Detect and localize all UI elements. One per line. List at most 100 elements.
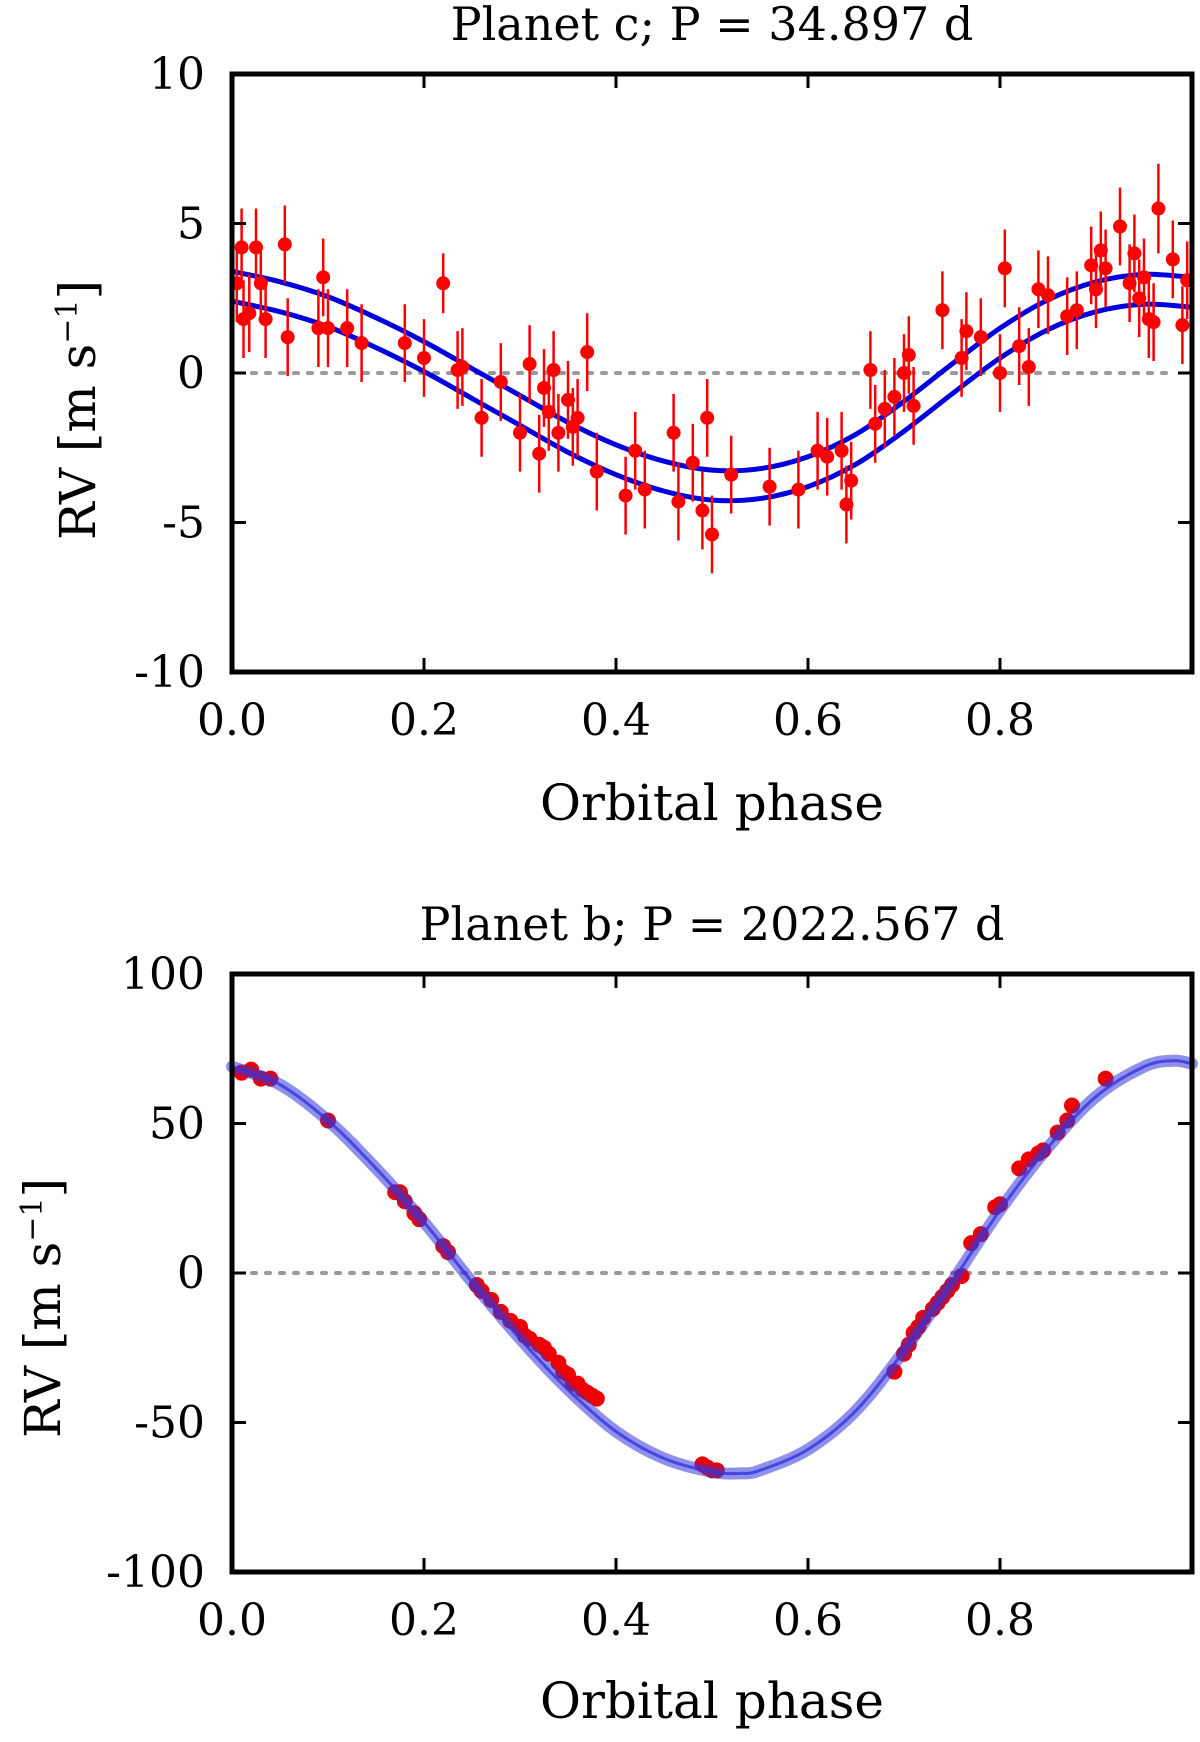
data-point — [1084, 258, 1099, 273]
data-point — [637, 482, 652, 497]
data-point — [1021, 360, 1036, 375]
data-point — [580, 345, 595, 360]
data-point — [1127, 246, 1142, 261]
data-point — [522, 357, 537, 372]
data-point — [863, 363, 878, 378]
data-point — [1012, 339, 1027, 354]
model-curve-upper — [231, 268, 1193, 474]
data-point — [666, 425, 681, 440]
data-point — [258, 312, 273, 327]
y-tick-label: 0 — [177, 1248, 205, 1299]
data-point — [820, 449, 835, 464]
x-tick-label: 0.2 — [389, 1595, 459, 1646]
data-point — [311, 321, 326, 336]
x-tick-label: 0.4 — [581, 695, 651, 746]
y-tick-label: -100 — [106, 1547, 205, 1598]
panel-planet-b: Planet b; P = 2022.567 d Orbital phase R… — [14, 897, 1198, 1730]
data-point — [546, 363, 561, 378]
data-point — [541, 404, 556, 419]
y-axis-label: RV [m s−1] — [49, 280, 107, 540]
y-tick-label: -10 — [134, 647, 205, 698]
data-point — [997, 261, 1012, 276]
data-point — [561, 392, 575, 407]
data-point — [277, 237, 292, 252]
data-point — [901, 348, 916, 363]
data-point — [455, 360, 470, 375]
y-axis-label-main: RV [m s — [49, 344, 107, 540]
x-tick-label: 0.6 — [773, 1595, 843, 1646]
data-point — [887, 389, 902, 404]
data-point — [588, 1390, 605, 1407]
x-tick-label: 0.0 — [197, 1595, 267, 1646]
data-point — [906, 398, 921, 413]
data-point — [340, 321, 355, 336]
data-point — [1132, 291, 1147, 306]
data-point — [397, 336, 412, 351]
data-points — [229, 163, 1195, 574]
data-point — [1093, 243, 1108, 258]
data-point — [1137, 270, 1151, 285]
data-point — [570, 410, 585, 425]
y-tick-label: -50 — [134, 1398, 205, 1449]
data-point — [868, 416, 883, 431]
chart-title: Planet b; P = 2022.567 d — [420, 897, 1005, 951]
data-point — [234, 240, 249, 255]
data-point — [1165, 252, 1180, 267]
x-tick-label: 0.4 — [581, 1595, 651, 1646]
data-point — [724, 467, 739, 482]
data-point — [628, 443, 643, 458]
data-point — [589, 464, 604, 479]
y-axis-label-sup: −1 — [50, 299, 85, 343]
data-point — [436, 276, 451, 291]
data-point — [532, 446, 547, 461]
data-point — [1146, 315, 1161, 330]
data-point — [705, 527, 719, 542]
data-point — [417, 351, 431, 366]
data-points — [233, 1061, 1114, 1479]
model-band — [226, 1054, 1198, 1480]
y-tick-label: 10 — [149, 49, 205, 100]
data-point — [993, 366, 1007, 380]
data-point — [844, 473, 859, 488]
data-point — [551, 425, 566, 440]
data-point — [954, 351, 969, 366]
panel-planet-c: Planet c; P = 34.897 d Orbital phase RV … — [49, 0, 1195, 832]
y-tick-label: 0 — [177, 348, 205, 399]
x-axis-label: Orbital phase — [540, 774, 884, 832]
data-point — [354, 336, 369, 351]
data-point — [474, 410, 489, 425]
data-point — [877, 401, 892, 416]
data-point — [316, 270, 331, 285]
data-point — [834, 443, 849, 458]
data-point — [493, 374, 508, 389]
data-point — [839, 497, 854, 512]
data-point — [513, 425, 527, 440]
y-axis-label-close: ] — [14, 1178, 72, 1198]
x-axis-label: Orbital phase — [540, 1672, 884, 1730]
y-axis-label-sup: −1 — [15, 1197, 50, 1241]
x-tick-label: 0.8 — [965, 695, 1035, 746]
y-axis-label-main: RV [m s — [14, 1242, 72, 1438]
data-point — [791, 482, 806, 497]
data-point — [973, 330, 988, 345]
chart-title: Planet c; P = 34.897 d — [451, 0, 974, 51]
x-tick-label: 0.0 — [197, 695, 267, 746]
data-point — [1122, 276, 1137, 291]
y-tick-label: -5 — [162, 498, 205, 549]
x-tick-label: 0.6 — [773, 695, 843, 746]
data-point — [897, 366, 911, 380]
y-tick-label: 50 — [149, 1099, 205, 1150]
data-point — [321, 321, 335, 336]
data-point — [700, 410, 715, 425]
data-point — [1041, 288, 1055, 303]
data-point — [1089, 282, 1103, 297]
data-point — [695, 503, 710, 518]
data-point — [242, 306, 257, 321]
data-point — [959, 324, 974, 339]
data-point — [1113, 219, 1127, 234]
data-point — [253, 276, 268, 291]
y-tick-label: 5 — [177, 199, 205, 250]
data-point — [935, 303, 950, 318]
